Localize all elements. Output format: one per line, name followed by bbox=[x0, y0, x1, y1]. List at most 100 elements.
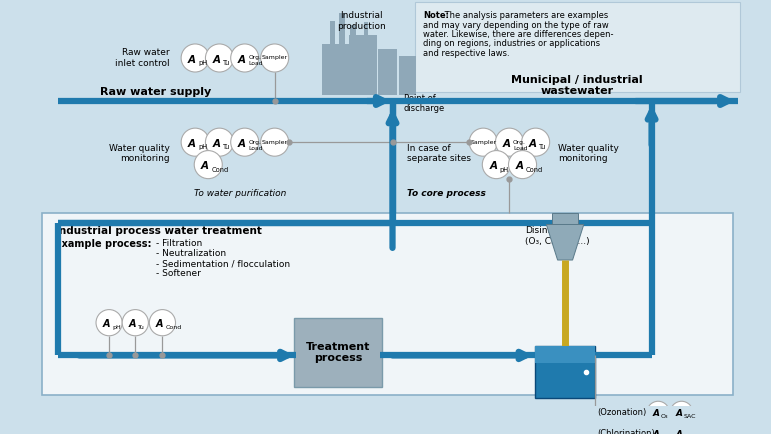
Text: Sampler: Sampler bbox=[261, 140, 288, 145]
Text: ding on regions, industries or applications: ding on regions, industries or applicati… bbox=[423, 39, 601, 48]
Text: pH: pH bbox=[112, 325, 121, 330]
Text: - Neutralization: - Neutralization bbox=[156, 249, 226, 258]
Text: - Softener: - Softener bbox=[156, 270, 200, 278]
Text: Note:: Note: bbox=[423, 11, 449, 20]
Text: - Filtration: - Filtration bbox=[156, 239, 202, 247]
Bar bbox=[330, 20, 335, 44]
Text: Raw water supply: Raw water supply bbox=[99, 87, 211, 97]
Text: Tu: Tu bbox=[223, 60, 230, 66]
Text: Load: Load bbox=[248, 145, 263, 151]
Text: Raw water
inlet control: Raw water inlet control bbox=[116, 48, 170, 68]
Text: A: A bbox=[503, 139, 510, 149]
Text: and may vary depending on the type of raw: and may vary depending on the type of ra… bbox=[423, 20, 609, 30]
Text: Sampler: Sampler bbox=[470, 140, 497, 145]
Circle shape bbox=[150, 309, 176, 336]
Text: A: A bbox=[237, 139, 246, 149]
Text: A: A bbox=[188, 55, 196, 65]
Text: A: A bbox=[212, 139, 221, 149]
FancyBboxPatch shape bbox=[534, 346, 595, 398]
Circle shape bbox=[670, 422, 693, 434]
Text: A: A bbox=[188, 139, 196, 149]
Text: A: A bbox=[529, 139, 537, 149]
Text: (Ozonation): (Ozonation) bbox=[598, 408, 647, 417]
Text: Org.: Org. bbox=[513, 140, 526, 145]
Text: SAC: SAC bbox=[684, 414, 696, 419]
Text: The analysis parameters are examples: The analysis parameters are examples bbox=[442, 11, 608, 20]
Text: (Chlorination): (Chlorination) bbox=[598, 428, 655, 434]
Text: pH: pH bbox=[198, 144, 207, 150]
Text: Org.: Org. bbox=[248, 56, 261, 60]
FancyBboxPatch shape bbox=[42, 213, 733, 395]
Bar bbox=[322, 44, 348, 95]
Text: Sampler: Sampler bbox=[261, 56, 288, 60]
Circle shape bbox=[122, 309, 148, 336]
Text: pH: pH bbox=[198, 60, 207, 66]
Circle shape bbox=[205, 128, 234, 156]
Circle shape bbox=[181, 128, 209, 156]
Text: Point of
discharge: Point of discharge bbox=[404, 94, 445, 113]
Text: Industrial
production: Industrial production bbox=[337, 11, 386, 31]
Text: A: A bbox=[237, 55, 246, 65]
Text: A: A bbox=[103, 319, 110, 329]
Text: Treatment
process: Treatment process bbox=[306, 342, 370, 363]
Circle shape bbox=[470, 128, 497, 156]
Text: To core process: To core process bbox=[406, 189, 486, 198]
Text: Org.: Org. bbox=[248, 140, 261, 145]
Text: Load: Load bbox=[513, 145, 527, 151]
Circle shape bbox=[670, 401, 693, 424]
FancyBboxPatch shape bbox=[415, 2, 740, 92]
Text: A: A bbox=[129, 319, 136, 329]
Circle shape bbox=[647, 401, 669, 424]
Text: A: A bbox=[516, 161, 524, 171]
Text: Load: Load bbox=[248, 61, 263, 66]
Bar bbox=[363, 23, 369, 43]
Circle shape bbox=[231, 128, 259, 156]
Text: A: A bbox=[156, 319, 163, 329]
FancyBboxPatch shape bbox=[552, 213, 578, 224]
Text: Tu: Tu bbox=[223, 144, 230, 150]
Bar bbox=[351, 25, 356, 44]
Text: Cond: Cond bbox=[211, 167, 228, 173]
Circle shape bbox=[496, 128, 524, 156]
FancyBboxPatch shape bbox=[534, 346, 595, 363]
Text: In case of
separate sites: In case of separate sites bbox=[406, 144, 470, 163]
Text: Industrial process water treatment: Industrial process water treatment bbox=[55, 227, 261, 237]
Text: Tu: Tu bbox=[138, 325, 145, 330]
Text: pH: pH bbox=[500, 167, 509, 173]
Text: To water purification: To water purification bbox=[194, 189, 286, 198]
Text: A: A bbox=[675, 430, 682, 434]
Text: and respective laws.: and respective laws. bbox=[423, 49, 510, 58]
Circle shape bbox=[522, 128, 550, 156]
Bar bbox=[348, 35, 376, 95]
Bar bbox=[339, 13, 345, 44]
Circle shape bbox=[261, 128, 288, 156]
Text: Water quality
monitoring: Water quality monitoring bbox=[558, 144, 619, 163]
FancyBboxPatch shape bbox=[295, 318, 382, 387]
Circle shape bbox=[261, 44, 288, 72]
Text: A: A bbox=[652, 430, 659, 434]
Text: Disinfection
(O₃, Cl, UV, ...): Disinfection (O₃, Cl, UV, ...) bbox=[525, 227, 590, 246]
Circle shape bbox=[96, 309, 122, 336]
Circle shape bbox=[483, 151, 510, 179]
Circle shape bbox=[205, 44, 234, 72]
Text: water. Likewise, there are differences depen-: water. Likewise, there are differences d… bbox=[423, 30, 614, 39]
Circle shape bbox=[509, 151, 537, 179]
Text: A: A bbox=[675, 409, 682, 418]
Circle shape bbox=[231, 44, 259, 72]
Circle shape bbox=[647, 422, 669, 434]
Bar bbox=[399, 56, 416, 95]
Bar bbox=[379, 49, 397, 95]
Text: Example process:: Example process: bbox=[55, 239, 151, 249]
Text: Water quality
monitoring: Water quality monitoring bbox=[109, 144, 170, 163]
Text: - Sedimentation / flocculation: - Sedimentation / flocculation bbox=[156, 259, 290, 268]
Text: A: A bbox=[652, 409, 659, 418]
Text: Cond: Cond bbox=[526, 167, 543, 173]
Text: A: A bbox=[212, 55, 221, 65]
Text: Municipal / industrial
wastewater: Municipal / industrial wastewater bbox=[511, 75, 642, 96]
Text: Tu: Tu bbox=[539, 144, 546, 150]
Circle shape bbox=[181, 44, 209, 72]
Text: A: A bbox=[201, 161, 209, 171]
Circle shape bbox=[194, 151, 222, 179]
Text: Cond: Cond bbox=[165, 325, 181, 330]
Polygon shape bbox=[547, 224, 584, 260]
